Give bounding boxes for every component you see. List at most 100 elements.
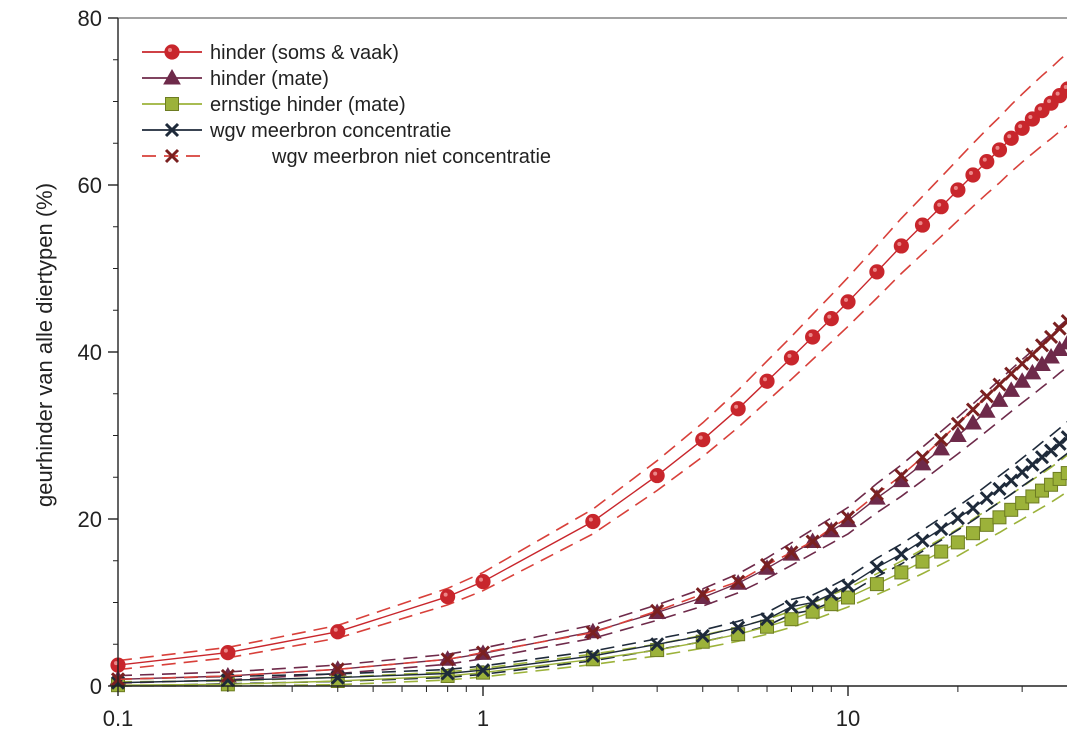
- legend: hinder (soms & vaak) hinder (mate) ernstig…: [142, 42, 551, 168]
- data-point: [915, 533, 930, 548]
- legend-label: wgv meerbron niet concentratie: [271, 146, 551, 168]
- data-point: [1060, 314, 1067, 329]
- y-tick-label: 40: [78, 340, 102, 365]
- band-upper: [117, 318, 1067, 677]
- data-point: [731, 627, 746, 642]
- data-point: [990, 391, 1009, 407]
- data-point: [869, 560, 884, 575]
- data-point: [475, 645, 491, 660]
- data-point: [330, 624, 346, 640]
- data-point: [894, 565, 909, 580]
- data-point: [914, 217, 931, 233]
- data-point: [220, 668, 235, 684]
- band-lower: [118, 490, 1067, 687]
- legend-label: hinder (mate): [210, 68, 329, 90]
- data-point: [650, 603, 665, 618]
- data-point: [915, 450, 930, 465]
- data-point: [965, 402, 981, 417]
- series-line: [117, 88, 1067, 666]
- data-point: [869, 264, 885, 280]
- legend-marker: [164, 44, 180, 60]
- legend-marker: [165, 97, 179, 111]
- data-point: [840, 578, 856, 593]
- data-point: [805, 329, 821, 345]
- legend-label: wgv meerbron concentratie: [209, 120, 451, 142]
- data-point: [649, 467, 665, 484]
- data-point: [1015, 465, 1030, 480]
- data-point: [977, 402, 996, 418]
- data-point: [950, 535, 965, 550]
- axes: 0 20 40 60 80 0.1 1 10: [78, 6, 1067, 731]
- data-point: [585, 648, 600, 664]
- data-point: [759, 612, 775, 627]
- x-tick-label: 1: [477, 706, 489, 731]
- data-point: [979, 154, 995, 170]
- legend-entry: wgv meerbron concentratie: [142, 120, 451, 142]
- data-point: [1042, 348, 1060, 364]
- data-point: [475, 574, 491, 590]
- data-point: [731, 574, 746, 589]
- data-point: [730, 401, 746, 417]
- band-lower: [117, 124, 1067, 671]
- data-point: [839, 511, 857, 528]
- x-tick-label: 10: [836, 706, 860, 731]
- data-point: [784, 599, 799, 614]
- data-point: [440, 666, 455, 681]
- series-layer: [109, 81, 1067, 693]
- data-point: [979, 389, 994, 404]
- data-point: [585, 625, 600, 640]
- x-tick-label: 0.1: [103, 706, 134, 731]
- band-upper: [117, 421, 1067, 680]
- data-point: [1060, 430, 1067, 445]
- data-point: [950, 511, 965, 526]
- data-point: [894, 547, 909, 562]
- data-point: [805, 534, 820, 549]
- data-point: [992, 510, 1007, 525]
- legend-marker: [164, 122, 180, 138]
- confidence-bands: [117, 52, 1067, 687]
- data-point: [915, 554, 930, 569]
- data-point: [783, 350, 800, 366]
- legend-label: ernstige hinder (mate): [210, 94, 406, 116]
- data-point: [869, 486, 884, 502]
- data-point: [330, 662, 345, 677]
- data-point: [695, 432, 711, 448]
- y-tick-label: 60: [78, 173, 102, 198]
- data-point: [1060, 81, 1067, 97]
- data-point: [964, 413, 982, 430]
- legend-entry: ernstige hinder (mate): [142, 94, 406, 116]
- data-point: [585, 513, 601, 530]
- data-point: [841, 590, 855, 605]
- data-point: [950, 182, 966, 198]
- data-point: [1024, 111, 1040, 127]
- legend-marker: [163, 68, 181, 85]
- data-point: [805, 604, 820, 619]
- data-point: [979, 517, 994, 532]
- data-point: [840, 294, 856, 310]
- data-point: [950, 416, 965, 431]
- data-point: [965, 167, 981, 183]
- data-point: [979, 491, 994, 506]
- data-point: [440, 589, 456, 605]
- data-point: [1004, 366, 1019, 381]
- data-point: [1004, 473, 1019, 488]
- y-tick-label: 0: [90, 674, 102, 699]
- data-point: [894, 468, 909, 483]
- data-point: [992, 377, 1007, 392]
- data-point: [991, 142, 1008, 158]
- data-point: [934, 544, 949, 559]
- data-point: [440, 652, 455, 667]
- legend-entry: hinder (soms & vaak): [142, 42, 399, 64]
- data-point: [823, 311, 839, 327]
- data-point: [220, 644, 236, 661]
- legend-entry: hinder (mate): [142, 68, 329, 90]
- legend-entry: wgv meerbron niet concentratie: [142, 146, 551, 168]
- y-tick-label: 80: [78, 6, 102, 31]
- data-point: [784, 545, 799, 560]
- series-3: [110, 430, 1067, 690]
- y-tick-label: 20: [78, 507, 102, 532]
- data-point: [1060, 466, 1067, 481]
- data-point: [1023, 363, 1042, 380]
- data-point: [695, 628, 710, 643]
